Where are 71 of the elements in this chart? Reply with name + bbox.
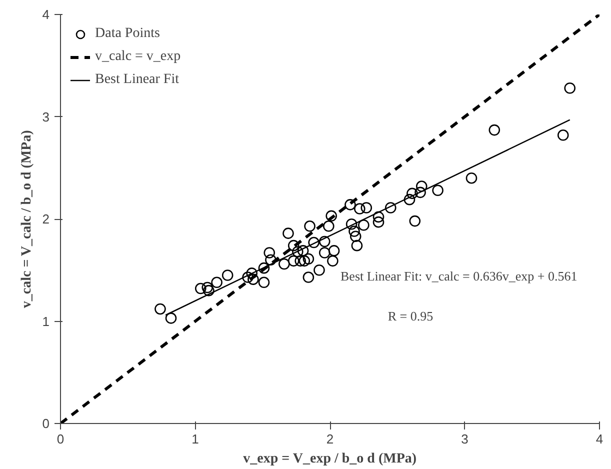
point xyxy=(326,210,337,222)
point xyxy=(154,303,166,315)
point xyxy=(302,253,314,265)
point xyxy=(248,274,259,285)
y-tick-label: 3 xyxy=(42,109,50,124)
x-tick-label: 3 xyxy=(461,432,468,446)
y-tick-label: 2 xyxy=(42,212,50,226)
annotation: R = 0.95 xyxy=(388,308,434,324)
point xyxy=(298,255,310,267)
point xyxy=(348,226,360,237)
annotation: Best Linear Fit: v_calc = 0.636v_exp + 0.561 xyxy=(340,268,578,284)
point xyxy=(432,184,444,196)
legend-label: Best Linear Fit xyxy=(95,72,179,88)
point xyxy=(351,240,363,252)
x-tick-label: 1 xyxy=(192,432,199,446)
x-axis-title: v_exp = V_exp / b_o d (MPa) xyxy=(243,452,417,466)
y-tick-label: 1 xyxy=(42,314,50,329)
point xyxy=(466,172,478,184)
legend-label: v_calc = v_exp xyxy=(95,49,181,65)
point xyxy=(258,262,270,274)
point xyxy=(406,188,418,200)
point xyxy=(354,203,366,214)
point xyxy=(384,202,396,214)
point xyxy=(344,199,356,210)
point xyxy=(318,236,330,248)
point xyxy=(211,276,222,288)
point xyxy=(350,230,362,242)
point xyxy=(294,255,306,267)
point xyxy=(372,216,384,228)
point xyxy=(358,219,370,231)
point xyxy=(246,268,258,279)
legend-label: Data Points xyxy=(95,26,160,42)
point xyxy=(264,247,276,258)
point xyxy=(318,247,330,258)
point xyxy=(323,220,334,232)
y-tick-label: 4 xyxy=(42,7,50,22)
point xyxy=(416,180,428,192)
x-tick-label: 0 xyxy=(56,432,64,446)
point xyxy=(488,124,500,136)
x-tick-label: 4 xyxy=(596,432,604,446)
point xyxy=(203,284,214,296)
point xyxy=(327,255,338,267)
point xyxy=(360,202,372,214)
point xyxy=(288,255,300,267)
point xyxy=(557,130,569,141)
point xyxy=(278,258,290,270)
point xyxy=(194,282,206,294)
point xyxy=(414,186,426,198)
x-tick-label: 2 xyxy=(326,432,334,446)
point xyxy=(308,236,320,248)
point xyxy=(328,245,340,256)
point xyxy=(564,82,576,94)
point xyxy=(282,228,294,239)
point xyxy=(404,194,416,206)
point xyxy=(346,218,358,230)
point xyxy=(372,211,384,223)
point xyxy=(314,264,325,276)
point xyxy=(292,246,304,258)
point xyxy=(297,245,309,256)
point xyxy=(265,254,276,266)
point xyxy=(202,282,214,294)
y-axis-title: v_calc = V_calc / b_o d (MPa) xyxy=(19,130,34,308)
point xyxy=(222,270,234,281)
point xyxy=(302,272,314,283)
point xyxy=(288,240,300,252)
y-tick-label: 0 xyxy=(42,416,50,431)
point xyxy=(409,215,421,227)
point xyxy=(304,220,316,232)
point xyxy=(258,276,270,288)
point xyxy=(242,272,254,283)
point xyxy=(165,312,177,324)
